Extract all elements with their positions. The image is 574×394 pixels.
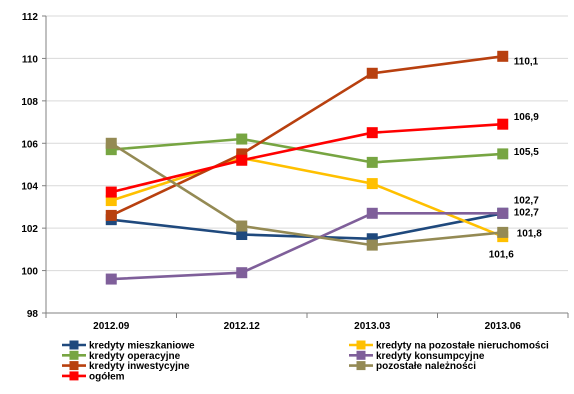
legend-item: kredyty na pozostałe nieruchomości (349, 340, 549, 352)
data-point-marker (236, 229, 248, 241)
data-point-marker (497, 226, 509, 238)
x-tick-label: 2013.03 (354, 321, 391, 332)
legend-item: kredyty mieszkaniowe (62, 340, 195, 352)
data-point-marker (105, 209, 117, 221)
y-tick-label: 100 (21, 267, 38, 278)
series-line (110, 156, 504, 238)
legend-label: kredyty na pozostałe nieruchomości (376, 341, 549, 352)
y-tick-label: 112 (22, 12, 39, 23)
series-layer (105, 50, 509, 285)
data-point-marker (105, 186, 117, 198)
grid-layer (46, 15, 568, 314)
x-tick-label: 2012.12 (224, 321, 261, 332)
data-point-marker (497, 118, 509, 130)
legend-item: ogółem (62, 371, 125, 382)
legend-item: kredyty konsumpcyjne (349, 350, 485, 362)
axis-layer: 98 100 102 104 106 108 110 112 2012.09 2012.12 201… (21, 12, 569, 332)
legend-marker (69, 361, 79, 371)
data-label: 102,7 (514, 195, 539, 206)
legend-label: kredyty inwestycyjne (89, 361, 190, 372)
series-line (110, 55, 503, 217)
data-point-marker (366, 233, 378, 245)
data-label: 102,7 (514, 207, 539, 218)
legend-marker (69, 350, 79, 360)
data-label-layer: 102,7 101,6 105,5 102,7 110,1 101,8 106,9 (489, 56, 542, 260)
data-point-marker (105, 144, 117, 156)
x-tick-label: 2013.06 (485, 321, 522, 332)
data-point-marker (236, 133, 248, 145)
legend-marker (69, 371, 79, 381)
legend-marker (69, 340, 79, 350)
y-tick-label: 98 (27, 309, 39, 320)
legend-label: ogółem (89, 371, 125, 382)
data-point-marker (236, 220, 248, 232)
y-tick-label: 102 (21, 224, 38, 235)
legend-item: pozostałe należności (349, 361, 476, 372)
data-point-marker (105, 195, 117, 207)
data-point-marker (366, 207, 378, 219)
x-tick-label: 2012.09 (93, 321, 130, 332)
data-label: 105,5 (514, 147, 539, 158)
data-label: 101,6 (489, 250, 514, 261)
legend-marker (356, 340, 366, 350)
legend-marker (356, 350, 366, 360)
data-point-marker (366, 67, 378, 79)
data-point-marker (236, 148, 248, 160)
data-point-marker (366, 127, 378, 139)
legend-label: kredyty konsumpcyjne (376, 351, 485, 362)
data-point-marker (105, 137, 117, 149)
y-tick-label: 110 (22, 54, 39, 65)
series-line (110, 122, 503, 194)
data-point-marker (497, 148, 509, 160)
y-tick-label: 108 (21, 97, 38, 108)
y-tick-label: 104 (21, 182, 38, 193)
data-point-marker (366, 156, 378, 168)
legend: kredyty mieszkaniowe kredyty na pozostałe… (62, 340, 549, 382)
data-point-marker (236, 267, 248, 279)
legend-item: kredyty operacyjne (62, 350, 181, 362)
data-point-marker (497, 50, 509, 62)
data-point-marker (497, 207, 509, 219)
series-line (110, 142, 503, 247)
data-point-marker (366, 178, 378, 190)
legend-item: kredyty inwestycyjne (62, 361, 190, 372)
legend-label: pozostałe należności (376, 361, 476, 372)
data-label: 101,8 (517, 228, 542, 239)
series-line (111, 212, 503, 281)
data-label: 106,9 (514, 112, 539, 123)
data-point-marker (105, 273, 117, 285)
legend-label: kredyty operacyjne (89, 351, 181, 362)
legend-marker (356, 361, 366, 371)
series-line (111, 137, 503, 164)
data-point-marker (236, 154, 248, 166)
legend-label: kredyty mieszkaniowe (89, 341, 195, 352)
data-label: 110,1 (514, 56, 539, 67)
data-point-marker (366, 239, 378, 251)
y-tick-label: 106 (21, 139, 38, 150)
